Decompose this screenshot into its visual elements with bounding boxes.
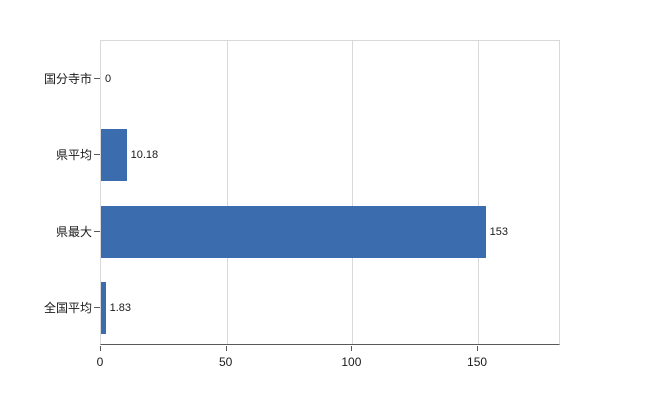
x-tick-mark — [100, 346, 101, 351]
y-tick-mark — [94, 154, 100, 156]
plot-area: 0 10.18 153 1.83 — [100, 40, 560, 345]
y-tick-mark — [94, 306, 100, 308]
bar-1 — [101, 129, 127, 182]
bar-value-label: 153 — [489, 225, 508, 238]
x-tick-label: 100 — [341, 355, 362, 369]
y-tick-mark — [94, 78, 100, 80]
bar-2 — [101, 205, 486, 258]
bar-3 — [101, 281, 106, 334]
x-tick-label: 50 — [218, 355, 233, 369]
gridline-x-50 — [226, 41, 228, 344]
x-tick-label: 0 — [96, 355, 104, 369]
x-tick-mark — [477, 346, 479, 351]
x-tick-mark — [225, 346, 227, 351]
bar-value-label: 10.18 — [130, 149, 159, 162]
y-tick-mark — [94, 230, 100, 232]
category-label: 全国平均 — [43, 300, 92, 315]
category-label: 県平均 — [55, 148, 92, 163]
x-tick-label: 150 — [467, 355, 488, 369]
gridline-x-150 — [478, 41, 480, 344]
bar-value-label: 0 — [105, 73, 112, 86]
category-label: 国分寺市 — [43, 72, 92, 87]
gridline-x-100 — [352, 41, 354, 344]
x-tick-mark — [351, 346, 353, 351]
bar-value-label: 1.83 — [109, 301, 132, 314]
category-label: 県最大 — [55, 224, 92, 239]
